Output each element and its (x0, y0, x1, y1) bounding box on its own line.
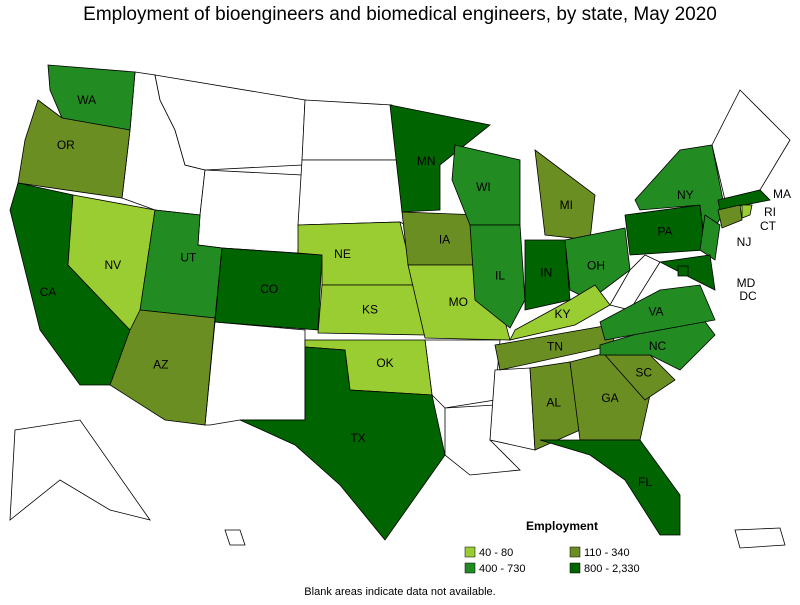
legend-swatch (464, 546, 476, 558)
state-label: RI (764, 205, 776, 219)
state-label: CA (40, 285, 57, 299)
state-label: GA (601, 391, 618, 405)
legend-label: 800 - 2,330 (584, 563, 640, 575)
state-label: TX (350, 431, 365, 445)
legend-swatch (569, 546, 581, 558)
state (389, 104, 491, 213)
state-label: PA (657, 224, 672, 238)
state (717, 204, 743, 229)
state-label: OR (57, 138, 75, 152)
state-label: VA (648, 304, 663, 318)
state-label: OK (376, 356, 393, 370)
state-label: NC (649, 339, 667, 353)
state-label: DC (739, 289, 757, 303)
state-blank (9, 419, 151, 521)
state (741, 204, 753, 219)
state-label: MA (773, 187, 791, 201)
state-blank (489, 367, 536, 451)
state-label: WA (77, 93, 96, 107)
state (239, 346, 446, 541)
legend-title: Employment (526, 519, 598, 533)
legend-label: 40 - 80 (479, 547, 513, 559)
state-label: AZ (153, 358, 168, 372)
state-blank (224, 529, 246, 546)
state (539, 439, 681, 536)
state-label: KS (362, 303, 378, 317)
state (717, 189, 771, 211)
state-label: MD (737, 276, 756, 290)
state-blank (204, 321, 306, 426)
legend-label: 110 - 340 (584, 547, 630, 559)
state-label: AL (546, 396, 561, 410)
state-blank (734, 527, 786, 549)
state-label: NY (677, 188, 694, 202)
state-blank (197, 169, 303, 254)
state-label: CT (760, 219, 777, 233)
legend-swatch (569, 562, 581, 574)
state-label: NE (334, 247, 351, 261)
state (17, 99, 131, 199)
state-label: OH (587, 259, 605, 273)
map-title: Employment of bioengineers and biomedica… (83, 4, 717, 25)
state-label: MI (560, 198, 573, 212)
state-label: IN (540, 266, 552, 280)
state-label: KY (554, 307, 570, 321)
state (509, 284, 611, 341)
legend-label: 400 - 730 (479, 563, 525, 575)
state-label: IA (439, 232, 450, 246)
state (599, 284, 716, 341)
state-label: CO (260, 282, 278, 296)
state-blank (301, 99, 401, 161)
state (534, 149, 596, 241)
state-label: TN (547, 339, 563, 353)
state (699, 214, 721, 261)
state-blank (424, 339, 501, 409)
footnote: Blank areas indicate data not available. (304, 586, 495, 598)
state-label: MN (417, 154, 436, 168)
state-label: NJ (737, 235, 752, 249)
state (469, 224, 526, 329)
state-blank (711, 89, 791, 201)
legend-swatch (464, 562, 476, 574)
state-label: WI (476, 180, 491, 194)
state-label: MO (449, 295, 468, 309)
state-label: SC (635, 366, 652, 380)
state-label: NV (104, 258, 121, 272)
state-label: UT (180, 251, 197, 265)
state (564, 227, 631, 301)
state (677, 265, 689, 277)
state-label: IL (495, 269, 505, 283)
state-label: FL (638, 475, 652, 489)
